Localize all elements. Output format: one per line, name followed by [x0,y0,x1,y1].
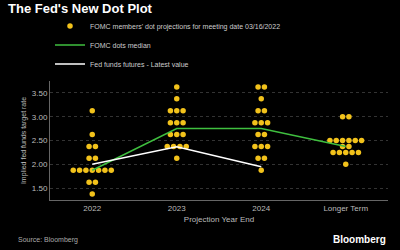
svg-text:The Fed's New Dot Plot: The Fed's New Dot Plot [8,1,153,16]
svg-text:Longer Term: Longer Term [323,204,368,213]
svg-text:2024: 2024 [252,204,270,213]
svg-text:3.50: 3.50 [32,89,48,98]
svg-text:FOMC members' dot projections: FOMC members' dot projections for meetin… [90,23,280,31]
svg-text:Fed funds futures - Latest val: Fed funds futures - Latest value [90,61,189,68]
svg-text:Bloomberg: Bloomberg [333,234,386,245]
svg-text:FOMC dots median: FOMC dots median [90,42,151,49]
svg-text:Implied fed funds target rate: Implied fed funds target rate [20,97,28,184]
svg-text:3.00: 3.00 [32,113,48,122]
svg-text:Source: Bloomberg: Source: Bloomberg [18,236,78,244]
svg-text:Projection Year End: Projection Year End [184,215,254,224]
svg-text:2.00: 2.00 [32,160,48,169]
svg-text:2023: 2023 [168,204,186,213]
svg-text:2.50: 2.50 [32,136,48,145]
svg-text:1.50: 1.50 [32,184,48,193]
svg-text:2022: 2022 [83,204,101,213]
